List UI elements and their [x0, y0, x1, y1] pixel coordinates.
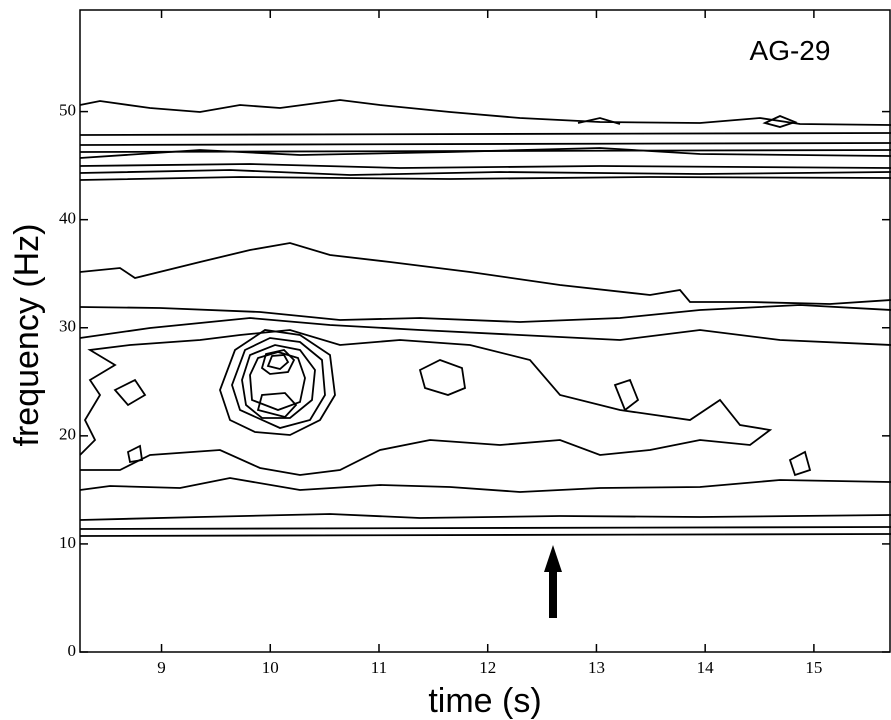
x-tick-label: 12 [479, 658, 496, 677]
x-tick-label: 10 [262, 658, 279, 677]
y-tick-label: 40 [59, 209, 76, 228]
x-tick-label: 9 [157, 658, 166, 677]
plot-frame [79, 9, 891, 653]
x-tick-label: 15 [805, 658, 822, 677]
x-tick-label: 14 [697, 658, 715, 677]
x-tick-label: 13 [588, 658, 605, 677]
x-tick-label: 11 [371, 658, 387, 677]
y-tick-label: 50 [59, 101, 76, 120]
y-axis-label: frequency (Hz) [8, 224, 46, 447]
y-tick-label: 30 [59, 317, 76, 336]
y-tick-label: 20 [59, 425, 76, 444]
annotation: AG-29 [750, 35, 831, 66]
arrow [544, 545, 562, 618]
x-axis-label: time (s) [428, 682, 541, 720]
contours [79, 99, 891, 537]
y-tick-label: 10 [59, 533, 76, 552]
y-tick-label: 0 [68, 641, 77, 660]
